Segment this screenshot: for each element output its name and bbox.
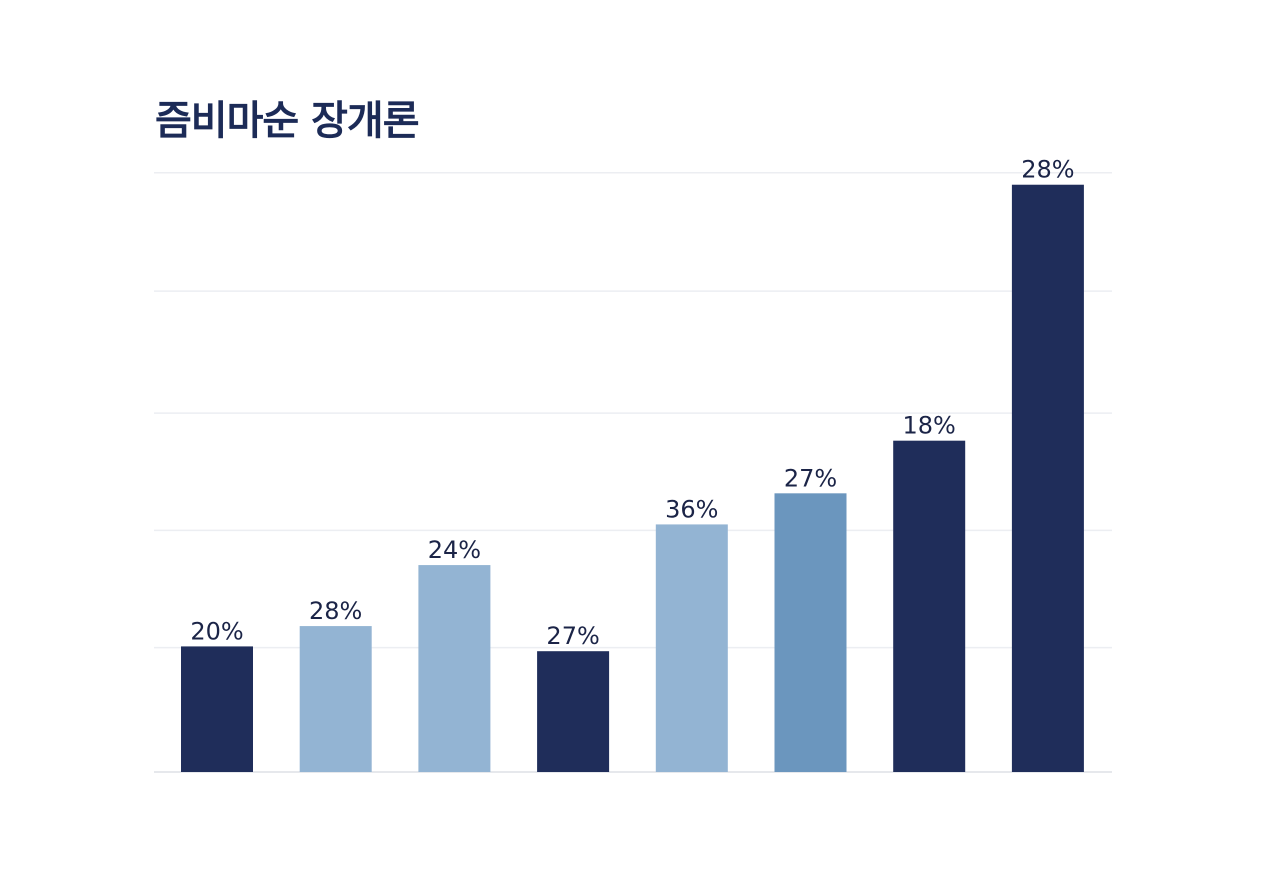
bars [181,184,1084,773]
bar-value-label: 28% [1021,156,1074,184]
gridlines [154,172,1112,773]
bar [181,646,253,772]
bar-value-label: 27% [546,622,599,650]
bar-value-label: 27% [784,464,837,492]
bar [1011,184,1084,773]
bar [299,626,372,772]
bar-value-label: 28% [309,597,362,625]
chart-title: 즘비마순 장개론 [155,98,420,144]
bar-value-label: 20% [190,617,243,645]
bar [537,651,610,772]
bar [893,440,966,772]
bar [418,565,491,772]
bar-value-label: 36% [665,495,718,523]
bar [655,524,728,772]
bar-value-label: 18% [903,412,956,440]
bar-labels: 20% 28% 24% 27% 36% 27% 18% 28% [190,156,1074,650]
bar-value-label: 24% [428,536,481,564]
bar [774,493,847,772]
